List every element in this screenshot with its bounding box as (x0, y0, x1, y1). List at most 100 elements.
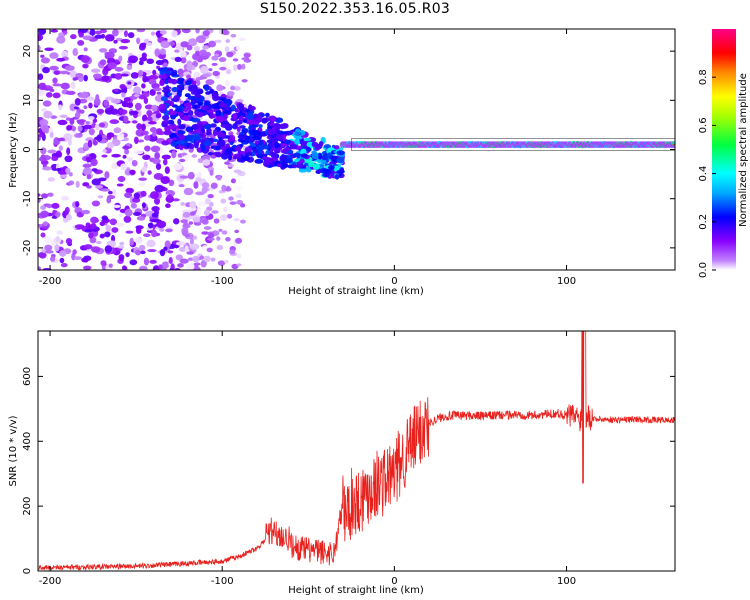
spectrogram-cell (146, 58, 154, 65)
spectrogram-cell (104, 51, 110, 57)
spectrogram-cell (114, 72, 123, 80)
spectrogram-cell (118, 55, 123, 63)
spectrogram-cell (39, 118, 49, 127)
spectrogram-cell (175, 140, 185, 145)
spectrogram-cell (194, 221, 202, 226)
spectrogram-cell (306, 141, 314, 148)
spectrogram-cell (111, 227, 119, 233)
spectrogram-cell (154, 151, 160, 160)
spectrogram-cell (143, 233, 151, 238)
spectrogram-cell (142, 114, 148, 123)
spectrogram-cell (269, 117, 277, 122)
snr-x-tick-label: 100 (557, 576, 576, 587)
spectrogram-cell (83, 265, 92, 270)
spectrogram-cell (257, 148, 263, 155)
spectrogram-cell (152, 265, 160, 270)
spectrogram-cell (127, 32, 135, 39)
spectrogram-cell (42, 166, 52, 171)
spectrogram-cell (105, 224, 112, 232)
spectrogram-cell (86, 185, 92, 189)
spectrogram-cell (202, 159, 211, 166)
spectrogram-cell (180, 219, 189, 224)
spectrogram-cell (180, 201, 186, 206)
spectrogram-y-axis-title: Frequency (Hz) (8, 112, 19, 188)
spectrogram-cell (174, 267, 181, 270)
spectrogram-cell (217, 260, 226, 266)
spectrogram-cell (60, 263, 68, 268)
spectrogram-cell (38, 102, 44, 109)
spectrogram-cell (139, 265, 148, 270)
spectrogram-cell (177, 118, 182, 126)
spectrogram-cell (100, 260, 107, 266)
spectrogram-cell (146, 42, 153, 46)
spectrogram-cell (123, 266, 128, 270)
spectrogram-cell (171, 198, 180, 202)
spectrogram-cell (94, 123, 100, 130)
spectrogram-cell (58, 250, 67, 257)
spectrogram-cell (275, 147, 281, 153)
snr-line (38, 331, 675, 571)
spectrogram-cell (241, 128, 249, 134)
spectrogram-cell (238, 139, 247, 143)
spectrogram-cell (112, 29, 119, 37)
spectrogram-cell (254, 140, 259, 145)
spectrogram-cell (155, 163, 162, 171)
spectrogram-y-tick-label: 0 (22, 146, 33, 152)
spectrogram-cell (175, 241, 186, 246)
spectrogram-cell (158, 74, 168, 80)
spectrogram-cell (171, 86, 179, 93)
spectrogram-cell (63, 30, 68, 35)
spectrogram-cell (203, 209, 210, 216)
spectrogram-cell (83, 244, 93, 250)
spectrogram-cell (154, 48, 161, 57)
spectrogram-cell (94, 30, 102, 35)
spectrogram-cell (173, 163, 183, 171)
spectrogram-cell (139, 56, 148, 62)
spectrogram-cell (233, 86, 241, 91)
spectrogram-cell (208, 68, 213, 72)
spectrogram-cell (85, 96, 95, 101)
spectrogram-cell (130, 202, 138, 209)
spectrogram-cell (52, 92, 61, 99)
spectrogram-cell (250, 118, 255, 125)
spectrogram-cell (216, 84, 224, 92)
spectrogram-cell (161, 154, 171, 160)
spectrogram-cell (112, 204, 121, 209)
spectrogram-cell (118, 213, 123, 218)
spectrogram-cell (196, 207, 202, 216)
spectrogram-cell (56, 57, 66, 62)
spectrogram-cell (150, 145, 161, 153)
spectrogram-cell (294, 131, 302, 136)
spectrogram-cell (192, 216, 201, 223)
spectrogram-cell (180, 152, 188, 156)
spectrogram-cell (141, 202, 146, 209)
spectrogram-cell (201, 182, 210, 189)
spectrogram-cell (322, 153, 328, 161)
spectrogram-cell (119, 133, 125, 138)
spectrogram-cell (216, 244, 224, 251)
spectrogram-cell (235, 185, 243, 191)
spectrogram-cell (53, 70, 61, 75)
spectrogram-cell (268, 122, 276, 127)
spectrogram-cell (70, 34, 77, 40)
spectrogram-cell (142, 130, 149, 136)
spectrogram-cell (208, 114, 215, 119)
spectrogram-cell (40, 54, 45, 58)
spectrogram-cell (224, 80, 231, 87)
spectrogram-cell (214, 145, 221, 151)
spectrogram-cell (92, 118, 98, 124)
spectrogram-cell (208, 232, 215, 239)
spectrogram-cell (168, 179, 175, 187)
spectrogram-cell (161, 120, 171, 125)
spectrogram-cell (48, 127, 53, 133)
spectrogram-cell (177, 130, 186, 135)
spectrogram-cell (261, 117, 268, 124)
spectrogram-cell (82, 167, 93, 176)
spectrogram-x-tick-label: -100 (211, 276, 234, 287)
spectrogram-cell (164, 166, 170, 175)
spectrogram-cell (153, 87, 162, 92)
spectrogram-cell (168, 110, 178, 116)
spectrogram-cell (114, 88, 119, 93)
spectrogram-cell (196, 111, 204, 118)
spectrogram-cell (242, 119, 248, 124)
